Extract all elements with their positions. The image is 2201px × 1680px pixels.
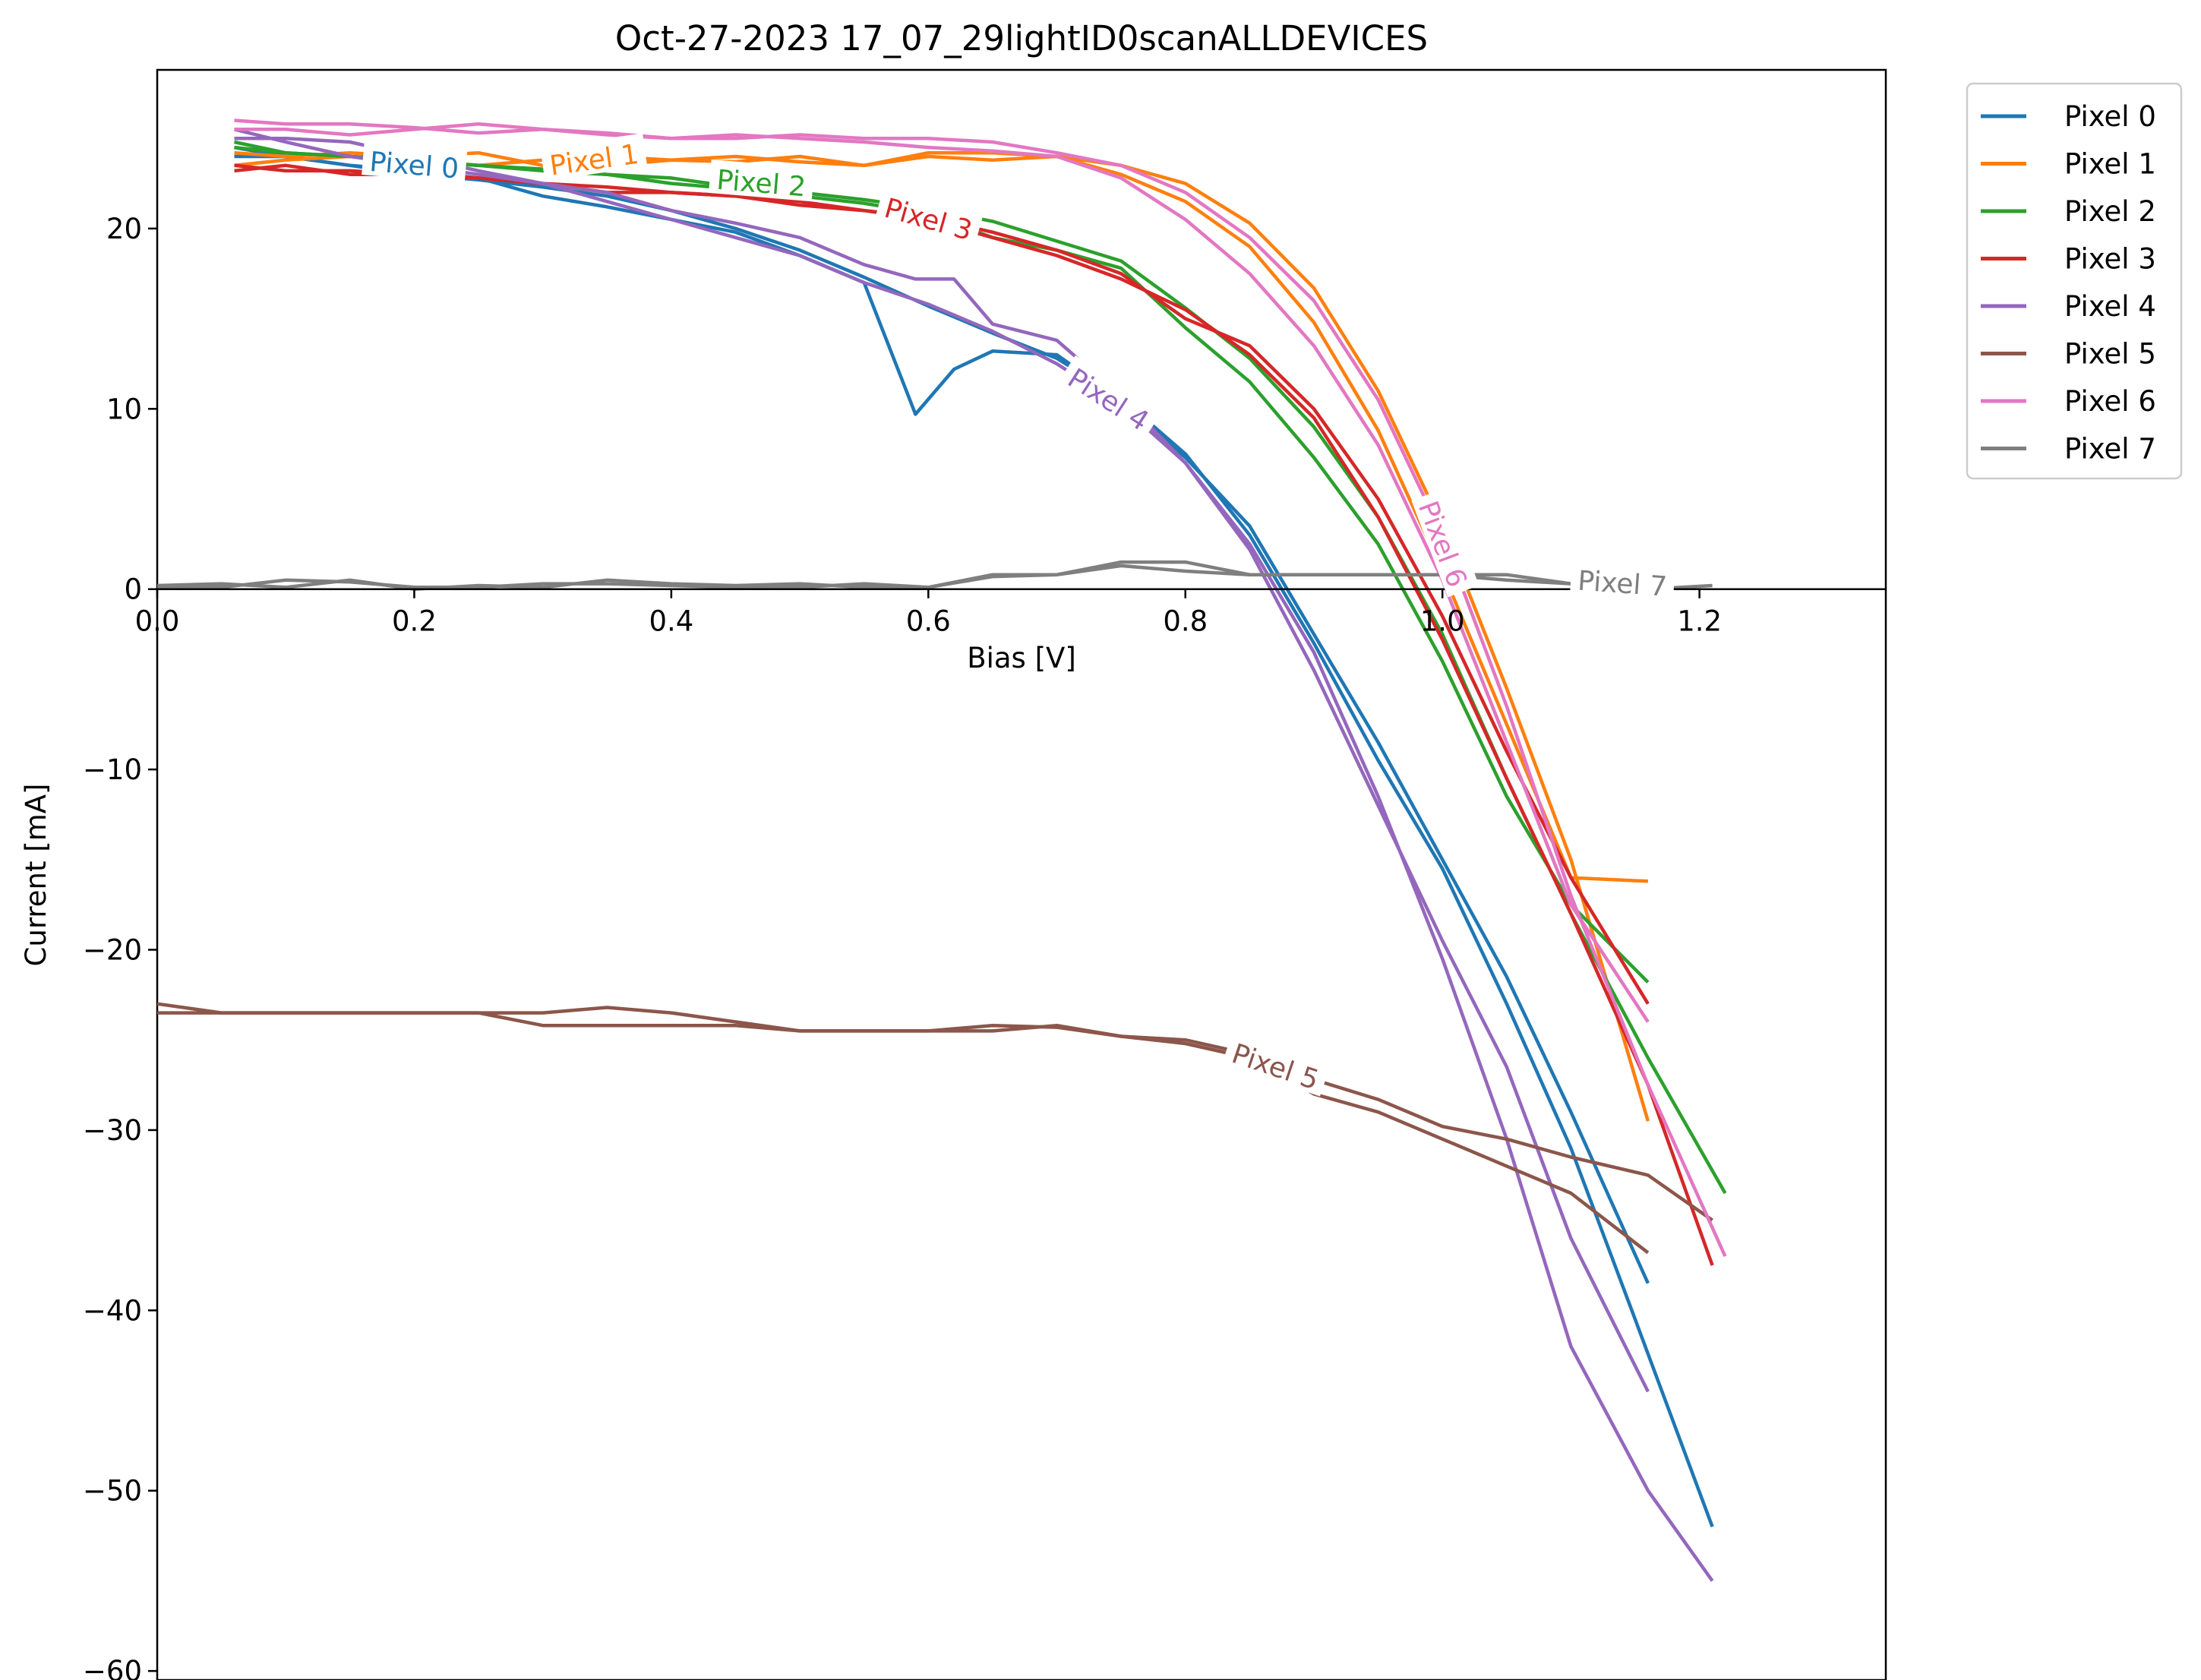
legend-item-pixel-5: Pixel 5 xyxy=(1981,338,2156,371)
inline-label-background xyxy=(1222,1031,1331,1097)
y-tick-label: −20 xyxy=(83,934,142,967)
inline-label-text: Pixel 7 xyxy=(1577,566,1668,603)
legend-item-pixel-2: Pixel 2 xyxy=(1981,195,2156,228)
legend-label: Pixel 4 xyxy=(2064,290,2156,323)
y-ticks: −60 −50 −40 −30 −20 −10 0 10 20 xyxy=(83,213,157,1680)
x-tick-label: 0.8 xyxy=(1163,605,1208,638)
inline-label-background xyxy=(709,159,815,202)
legend-item-pixel-0: Pixel 0 xyxy=(1981,100,2156,133)
inline-label-background xyxy=(1570,560,1675,602)
x-axis-label: Bias [V] xyxy=(967,642,1076,674)
y-tick-label: −30 xyxy=(83,1114,142,1147)
plot-area xyxy=(156,68,1887,1680)
inline-label-background xyxy=(362,141,468,184)
inline-label-background xyxy=(1057,355,1163,440)
legend-label: Pixel 7 xyxy=(2064,433,2156,466)
legend-item-pixel-1: Pixel 1 xyxy=(1981,148,2156,181)
series-line-pixel-4 xyxy=(233,128,1714,1582)
legend-frame xyxy=(1966,82,2183,480)
inline-label-pixel-0: Pixel 0 xyxy=(362,141,468,185)
y-tick-label: −60 xyxy=(83,1655,142,1680)
legend-items: Pixel 0 Pixel 1 Pixel 2 Pixel 3 Pixel 4 Pixel… xyxy=(1981,100,2156,466)
y-tick-label: 0 xyxy=(124,573,142,606)
chart-title: Oct-27-2023 17_07_29lightID0scanALLDEVIC… xyxy=(615,18,1428,58)
y-tick-label: −40 xyxy=(83,1294,142,1327)
series-line-pixel-4-sweep2 xyxy=(234,136,1650,1393)
series-line-pixel-6-sweep2 xyxy=(234,122,1650,1023)
x-tick-label: 0.2 xyxy=(392,605,437,638)
y-tick-label: 10 xyxy=(106,393,142,425)
inline-label-background xyxy=(1411,488,1479,598)
inline-label-pixel-7: Pixel 7 xyxy=(1570,560,1675,603)
y-tick-label: −10 xyxy=(83,753,142,786)
legend-label: Pixel 3 xyxy=(2064,243,2156,276)
x-tick-label: 0.6 xyxy=(906,605,951,638)
legend-item-pixel-7: Pixel 7 xyxy=(1981,433,2156,466)
legend-label: Pixel 5 xyxy=(2064,338,2156,371)
x-ticks: 0.0 0.2 0.4 0.6 0.8 1.0 1.2 xyxy=(135,589,1722,638)
y-axis-label: Current [mA] xyxy=(20,784,52,967)
legend-item-pixel-3: Pixel 3 xyxy=(1981,243,2156,276)
x-tick-label: 1.2 xyxy=(1677,605,1722,638)
y-tick-label: 20 xyxy=(106,213,142,245)
inline-label-background xyxy=(540,133,648,181)
inline-label-pixel-2: Pixel 2 xyxy=(709,159,815,204)
legend-label: Pixel 0 xyxy=(2064,100,2156,133)
legend-label: Pixel 6 xyxy=(2064,385,2156,418)
inline-label-text: Pixel 0 xyxy=(368,147,460,185)
legend-label: Pixel 2 xyxy=(2064,195,2156,228)
x-tick-label: 0.4 xyxy=(649,605,693,638)
legend-label: Pixel 1 xyxy=(2064,148,2156,181)
legend-item-pixel-6: Pixel 6 xyxy=(1981,385,2156,418)
series-line-pixel-7-sweep2 xyxy=(157,564,1571,589)
series-line-pixel-5-sweep2 xyxy=(156,1002,1650,1255)
x-tick-label: 1.0 xyxy=(1420,605,1465,638)
inline-label-text: Pixel 2 xyxy=(715,165,807,204)
legend: Pixel 0 Pixel 1 Pixel 2 Pixel 3 Pixel 4 Pixel… xyxy=(1966,82,2183,480)
inline-label-background xyxy=(874,186,984,247)
x-tick-label: 0.0 xyxy=(135,605,180,638)
legend-item-pixel-4: Pixel 4 xyxy=(1981,290,2156,323)
y-tick-label: −50 xyxy=(83,1475,142,1508)
